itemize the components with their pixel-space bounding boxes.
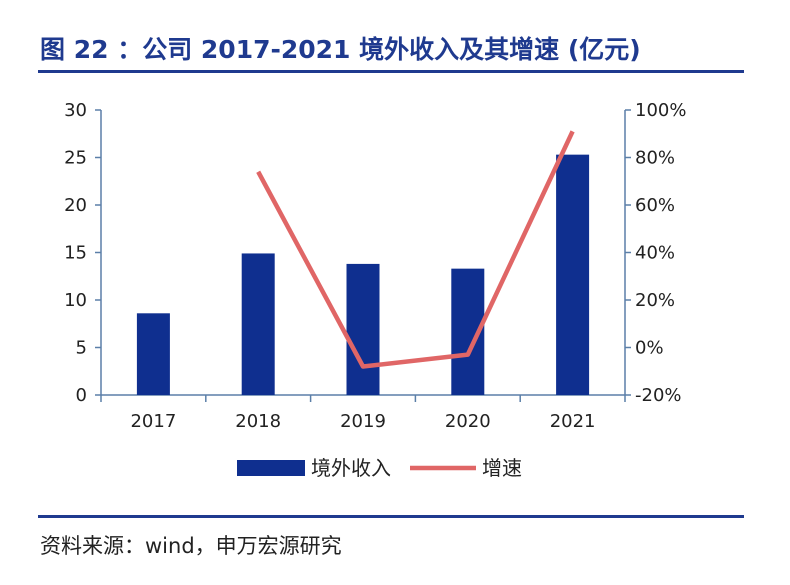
legend-bar-swatch	[237, 460, 305, 476]
source-rule	[38, 515, 744, 518]
left-tick-label: 5	[76, 338, 87, 359]
left-tick-label: 30	[64, 100, 87, 121]
right-tick-label: 60%	[635, 195, 675, 216]
bar	[556, 154, 590, 395]
left-tick-label: 10	[64, 290, 87, 311]
source-note: 资料来源：wind，申万宏源研究	[40, 534, 342, 558]
chart-axes: 0 5 10 15 20 25 30 -20% 0% 20% 40% 60% 80% 100% 2017 20…	[64, 100, 686, 432]
left-tick-label: 25	[64, 148, 87, 169]
right-tick-label: 80%	[635, 148, 675, 169]
x-tick-label: 2018	[235, 411, 281, 432]
bar	[136, 313, 170, 395]
line-series	[256, 130, 575, 369]
right-tick-label: 20%	[635, 290, 675, 311]
x-tick-label: 2020	[445, 411, 491, 432]
x-tick-label: 2021	[550, 411, 596, 432]
right-tick-label: -20%	[635, 385, 682, 406]
bar	[241, 253, 275, 395]
x-tick-label: 2017	[130, 411, 176, 432]
x-tick-label: 2019	[340, 411, 386, 432]
legend-bar-label: 境外收入	[311, 456, 391, 480]
left-tick-label: 15	[64, 243, 87, 264]
bar-series	[136, 154, 590, 395]
legend: 境外收入 增速	[237, 456, 522, 480]
left-tick-label: 0	[76, 385, 87, 406]
left-tick-label: 20	[64, 195, 87, 216]
bar	[346, 263, 380, 395]
title-rule	[38, 70, 744, 73]
chart: 0 5 10 15 20 25 30 -20% 0% 20% 40% 60% 80% 100% 2017 20…	[64, 100, 686, 480]
right-tick-label: 0%	[635, 338, 664, 359]
right-tick-label: 40%	[635, 243, 675, 264]
chart-title: 图 22 ：公司 2017-2021 境外收入及其增速 (亿元)	[40, 35, 641, 64]
legend-line-label: 增速	[482, 456, 522, 480]
growth-line	[256, 130, 575, 369]
right-tick-label: 100%	[635, 100, 686, 121]
